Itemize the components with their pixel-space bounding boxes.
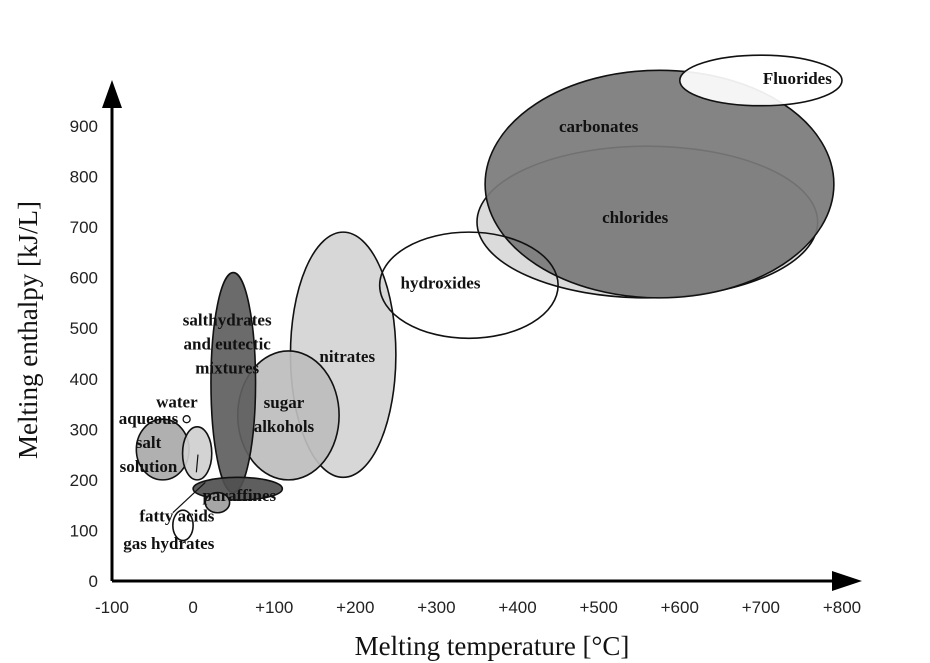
x-tick-label: +300 <box>417 598 455 617</box>
region-label-sugar-alcohols-2: alkohols <box>254 417 315 436</box>
region-carbonates <box>484 69 835 299</box>
x-tick-label: 0 <box>188 598 197 617</box>
y-tick-label: 600 <box>70 269 98 288</box>
x-axis-title: Melting temperature [°C] <box>355 631 630 661</box>
region-label-salthydrates-3: mixtures <box>195 358 259 377</box>
region-fluorides <box>678 54 843 107</box>
region-label-aqueous-salt-solution-3: solution <box>120 457 178 476</box>
gas-hydrates-leader-line <box>172 481 206 514</box>
y-axis-title: Melting enthalpy [kJ/L] <box>13 201 43 459</box>
region-label-fatty-acids: fatty acids <box>139 506 214 525</box>
x-tick-label: +800 <box>823 598 861 617</box>
region-label-fluorides: Fluorides <box>763 69 832 88</box>
region-label-sugar-alcohols-1: sugar <box>264 393 305 412</box>
x-tick-label: +500 <box>580 598 618 617</box>
region-label-water: water <box>156 393 198 412</box>
region-hydroxides <box>378 231 559 340</box>
region-labels-layer: chlorides carbonates Fluorides nitrates hydr… <box>119 69 832 553</box>
water-marker <box>182 415 191 424</box>
regions-layer <box>135 54 843 542</box>
y-tick-label: 900 <box>70 117 98 136</box>
x-tick-label: -100 <box>95 598 129 617</box>
region-label-aqueous-salt-solution-2: salt <box>136 433 162 452</box>
region-label-paraffines: paraffines <box>203 486 277 505</box>
region-label-hydroxides: hydroxides <box>400 274 480 293</box>
x-tick-labels: -100 0 +100 +200 +300 +400 +500 +600 +700 +800 <box>95 598 861 617</box>
y-tick-label: 400 <box>70 370 98 389</box>
region-label-nitrates: nitrates <box>319 347 375 366</box>
y-tick-label: 100 <box>70 521 98 540</box>
region-fatty-acids <box>204 491 231 514</box>
region-label-salthydrates-2: and eutectic <box>184 334 272 353</box>
region-water <box>181 425 213 481</box>
region-label-chlorides: chlorides <box>602 208 668 227</box>
axes-layer <box>102 80 862 591</box>
region-salthydrates <box>210 271 257 494</box>
x-tick-label: +700 <box>742 598 780 617</box>
x-tick-label: +200 <box>336 598 374 617</box>
x-tick-label: +100 <box>255 598 293 617</box>
water-leader-line <box>195 454 199 473</box>
y-tick-label: 700 <box>70 218 98 237</box>
y-tick-label: 300 <box>70 420 98 439</box>
y-tick-labels: 0 100 200 300 400 500 600 700 800 900 <box>70 117 98 591</box>
y-tick-label: 500 <box>70 319 98 338</box>
y-tick-label: 800 <box>70 168 98 187</box>
y-axis-arrow <box>102 80 122 108</box>
x-tick-label: +400 <box>498 598 536 617</box>
region-label-carbonates: carbonates <box>559 117 639 136</box>
region-label-salthydrates-1: salthydrates <box>183 310 272 329</box>
x-tick-label: +600 <box>661 598 699 617</box>
region-label-gas-hydrates: gas hydrates <box>123 534 215 553</box>
region-label-aqueous-salt-solution-1: aqueous <box>119 409 179 428</box>
y-tick-label: 200 <box>70 471 98 490</box>
x-axis-arrow <box>832 571 862 591</box>
region-gas-hydrates <box>172 509 194 542</box>
y-tick-label: 0 <box>89 572 98 591</box>
